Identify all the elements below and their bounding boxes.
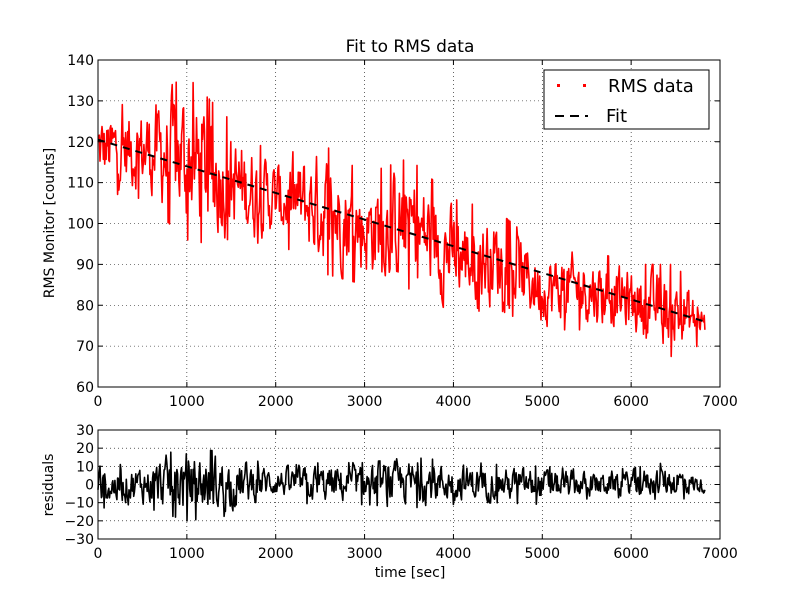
bottom-y-tick-label--30: −30 [64,532,94,548]
legend-item-rms-data: RMS data [557,76,694,97]
top-y-tick-label-110: 110 [67,176,94,192]
bottom-ticks: 0 1000 2000 3000 4000 5000 6000 7000 −30 −20 −10 0 1… [64,423,737,562]
bottom-y-tick-label-30: 30 [76,423,94,439]
top-x-tick-label-1000: 1000 [169,394,205,410]
bottom-x-tick-label-6000: 6000 [613,546,649,562]
bottom-series-layer [97,449,706,522]
legend-label-rms-data: RMS data [608,76,694,97]
top-y-tick-label-140: 140 [67,53,94,69]
bottom-x-tick-label-4000: 4000 [436,546,472,562]
bottom-y-tick-label-10: 10 [76,459,94,475]
bottom-x-tick-label-7000: 7000 [702,546,738,562]
bottom-axes: 0 1000 2000 3000 4000 5000 6000 7000 −30 −20 −10 0 1… [41,423,738,581]
bottom-y-axis-label: residuals [41,454,57,517]
top-x-tick-label-2000: 2000 [258,394,294,410]
bottom-x-tick-label-2000: 2000 [258,546,294,562]
top-x-tick-label-4000: 4000 [436,394,472,410]
legend: RMS data Fit [543,69,710,130]
top-y-tick-label-130: 130 [67,94,94,110]
top-y-tick-label-60: 60 [76,380,94,396]
legend-box [543,69,710,130]
legend-marker-rms-dot-2 [583,84,586,87]
top-series-fit-line [97,138,706,323]
top-x-tick-label-6000: 6000 [613,394,649,410]
bottom-x-tick-label-5000: 5000 [524,546,560,562]
top-y-axis-label: RMS Monitor [counts] [42,148,58,299]
top-x-tick-label-0: 0 [94,394,103,410]
legend-label-fit: Fit [606,106,627,127]
chart-title: Fit to RMS data [346,37,475,57]
top-y-tick-label-120: 120 [67,135,94,151]
bottom-y-tick-label-20: 20 [76,441,94,457]
top-y-tick-label-70: 70 [76,339,94,355]
bottom-x-axis-label: time [sec] [375,565,446,581]
top-y-tick-label-100: 100 [67,217,94,233]
top-ticks: 0 1000 2000 3000 4000 5000 6000 7000 60 70 80 90 100… [67,53,738,410]
top-axes: Fit to RMS data 0 1000 2000 3000 4000 5000 600… [42,37,738,410]
top-series-layer [97,81,706,358]
top-x-tick-label-7000: 7000 [702,394,738,410]
top-grid [98,60,720,387]
top-y-tick-label-90: 90 [76,257,94,273]
bottom-series-residuals-trace [97,449,706,522]
bottom-x-tick-label-1000: 1000 [169,546,205,562]
top-x-tick-label-5000: 5000 [524,394,560,410]
top-y-tick-label-80: 80 [76,298,94,314]
legend-item-fit: Fit [555,106,627,127]
bottom-y-tick-label--20: −20 [64,514,94,530]
bottom-x-tick-label-3000: 3000 [347,546,383,562]
bottom-x-tick-label-0: 0 [94,546,103,562]
bottom-y-tick-label--10: −10 [64,496,94,512]
top-x-tick-label-3000: 3000 [347,394,383,410]
bottom-y-tick-label-0: 0 [85,478,94,494]
top-series-rms-data-trace [97,81,706,358]
legend-marker-rms-dot-1 [557,84,560,87]
